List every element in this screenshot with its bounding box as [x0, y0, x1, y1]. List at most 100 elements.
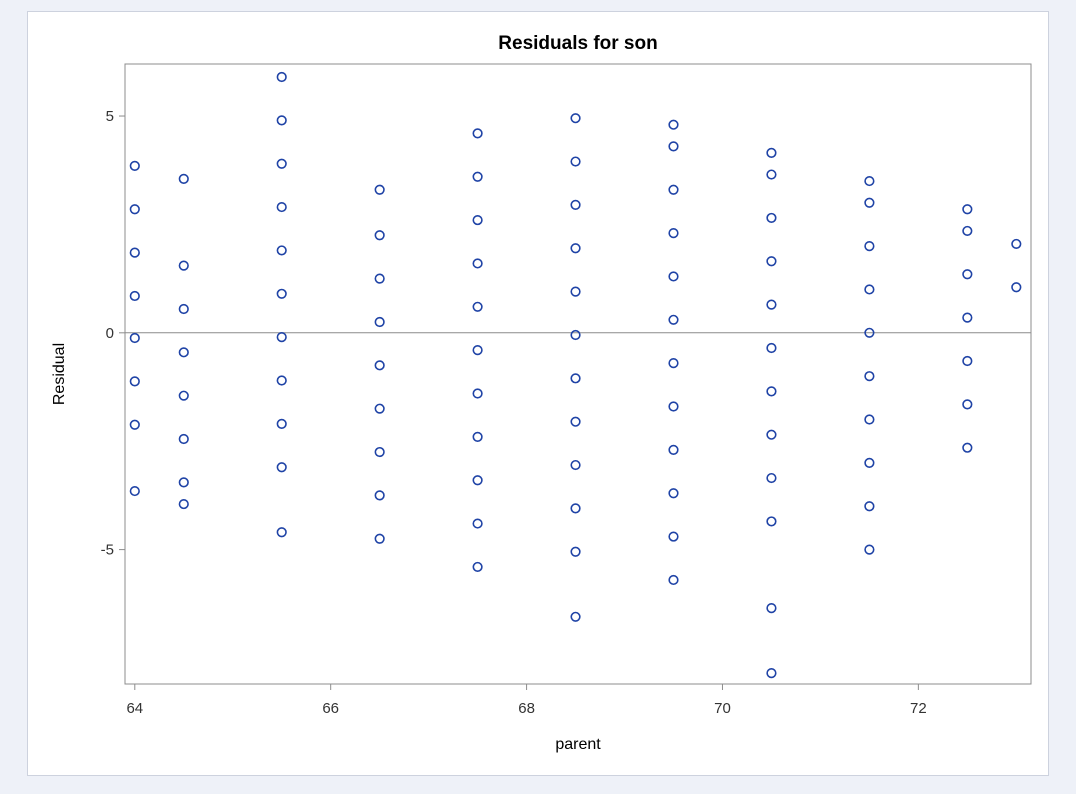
- data-point: [864, 414, 875, 425]
- data-point: [766, 212, 777, 224]
- data-point: [178, 347, 189, 358]
- chart-title: Residuals for son: [498, 33, 657, 54]
- data-point: [472, 431, 483, 442]
- y-axis-label: Residual: [51, 343, 68, 405]
- data-point: [864, 327, 875, 338]
- data-point: [864, 240, 875, 252]
- data-point: [129, 290, 140, 302]
- data-point: [962, 312, 973, 323]
- data-point: [766, 342, 777, 354]
- data-point: [766, 472, 777, 484]
- data-point: [374, 273, 385, 284]
- data-point: [129, 247, 140, 258]
- data-point: [668, 574, 679, 586]
- data-point: [276, 527, 287, 538]
- data-point: [570, 546, 581, 557]
- data-point: [570, 416, 581, 427]
- data-point: [766, 256, 777, 267]
- x-axis-label: parent: [555, 736, 601, 753]
- data-point: [276, 201, 287, 213]
- data-point: [129, 485, 140, 497]
- data-point: [668, 271, 679, 282]
- data-point: [766, 299, 777, 310]
- data-point: [668, 314, 679, 325]
- data-point: [276, 418, 287, 429]
- data-point: [668, 531, 679, 542]
- data-point: [129, 160, 140, 171]
- data-point: [668, 227, 679, 239]
- data-point: [668, 119, 679, 130]
- data-point: [962, 399, 973, 410]
- data-point: [178, 303, 189, 315]
- data-point: [668, 488, 679, 499]
- data-point: [962, 355, 973, 367]
- data-point: [766, 386, 777, 397]
- data-point: [276, 462, 287, 473]
- data-point: [472, 345, 483, 356]
- y-tick-label: -5: [101, 542, 114, 559]
- data-point: [374, 184, 385, 195]
- data-point: [668, 401, 679, 412]
- data-point: [668, 141, 679, 152]
- data-point: [178, 498, 189, 510]
- data-point: [129, 376, 140, 387]
- data-point: [178, 433, 189, 445]
- data-point: [276, 332, 287, 343]
- data-point: [276, 115, 287, 126]
- data-point: [374, 403, 385, 414]
- data-point: [962, 225, 973, 237]
- x-tick-label: 68: [518, 700, 535, 717]
- data-point: [178, 260, 189, 271]
- data-point: [864, 197, 875, 208]
- data-point: [570, 503, 581, 514]
- data-point: [178, 173, 189, 184]
- data-point: [962, 269, 973, 280]
- data-point: [668, 358, 679, 369]
- data-points-group: [129, 71, 1022, 679]
- data-point: [472, 128, 483, 139]
- data-point: [276, 245, 287, 256]
- data-point: [178, 477, 189, 488]
- data-point: [570, 611, 581, 622]
- data-point: [570, 113, 581, 124]
- data-point: [472, 258, 483, 269]
- data-point: [129, 332, 140, 344]
- axis-ticks-group: 64 66 68 70 72 -5 0 5: [101, 108, 927, 717]
- data-point: [766, 429, 777, 440]
- data-point: [374, 533, 385, 544]
- y-tick-label: 5: [106, 108, 114, 125]
- x-tick-label: 72: [910, 700, 927, 717]
- data-point: [668, 444, 679, 455]
- data-point: [276, 375, 287, 386]
- x-tick-label: 70: [714, 700, 731, 717]
- x-tick-label: 66: [322, 700, 339, 717]
- data-point: [129, 204, 140, 215]
- data-point: [178, 390, 189, 401]
- data-point: [1011, 238, 1022, 250]
- data-point: [570, 199, 581, 211]
- data-point: [570, 286, 581, 297]
- data-point: [472, 561, 483, 573]
- data-point: [864, 284, 875, 295]
- y-tick-label: 0: [106, 325, 114, 342]
- data-point: [570, 373, 581, 384]
- data-point: [766, 516, 777, 527]
- data-point: [374, 316, 385, 328]
- data-point: [129, 419, 140, 430]
- data-point: [472, 388, 483, 399]
- data-point: [1011, 282, 1022, 293]
- data-point: [374, 490, 385, 501]
- data-point: [766, 169, 777, 180]
- data-point: [374, 360, 385, 371]
- data-point: [766, 147, 777, 158]
- data-point: [864, 544, 875, 555]
- data-point: [374, 446, 385, 458]
- data-point: [472, 475, 483, 486]
- data-point: [668, 184, 679, 195]
- data-point: [374, 230, 385, 241]
- data-point: [570, 156, 581, 167]
- data-point: [472, 301, 483, 312]
- data-point: [766, 603, 777, 614]
- data-point: [962, 442, 973, 453]
- data-point: [570, 243, 581, 254]
